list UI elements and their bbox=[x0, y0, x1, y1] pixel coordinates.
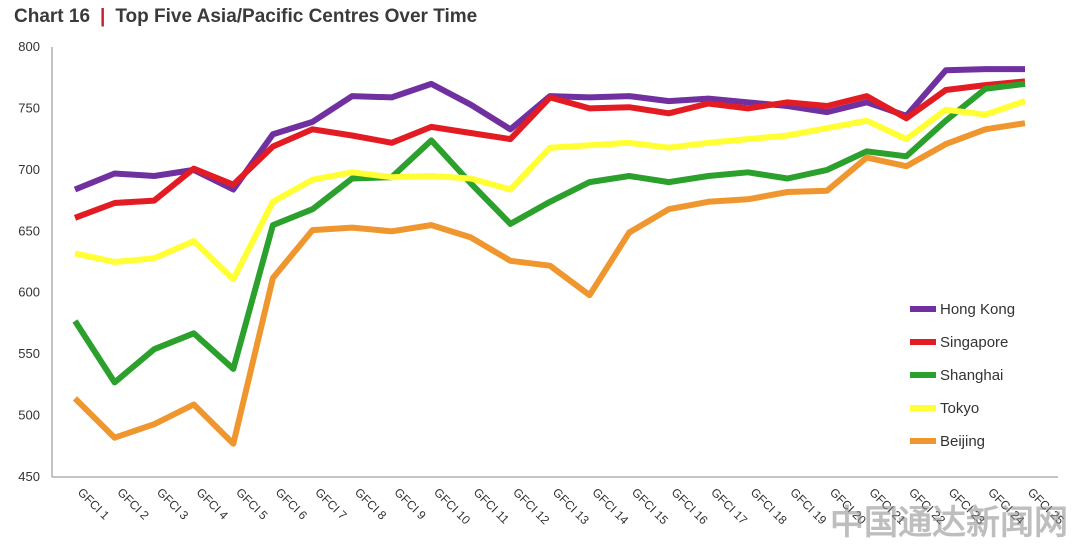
x-tick-label: GFCI 16 bbox=[669, 485, 711, 527]
chart-number: Chart 16 bbox=[14, 6, 91, 27]
x-tick-label: GFCI 6 bbox=[273, 485, 310, 522]
x-tick-label: GFCI 2 bbox=[114, 485, 151, 522]
series-line-tokyo bbox=[74, 98, 1026, 283]
x-tick-label: GFCI 17 bbox=[708, 485, 750, 527]
series-line-shanghai bbox=[72, 80, 1026, 386]
series-line-beijing bbox=[72, 120, 1026, 447]
x-tick-label: GFCI 11 bbox=[471, 485, 513, 527]
title-separator: | bbox=[100, 6, 106, 27]
legend-label: Beijing bbox=[940, 433, 985, 450]
y-tick-label: 800 bbox=[18, 39, 40, 54]
y-tick-label: 550 bbox=[18, 346, 40, 361]
y-tick-label: 750 bbox=[18, 100, 40, 115]
y-tick-label: 700 bbox=[18, 162, 40, 177]
y-tick-label: 500 bbox=[18, 408, 40, 423]
watermark-text: 中国通达新闻网 bbox=[830, 504, 1068, 542]
y-tick-label: 600 bbox=[18, 285, 40, 300]
x-tick-label: GFCI 4 bbox=[194, 485, 231, 522]
x-tick-label: GFCI 18 bbox=[748, 485, 790, 527]
x-tick-label: GFCI 9 bbox=[392, 485, 429, 522]
x-tick-label: GFCI 3 bbox=[154, 485, 191, 522]
x-tick-label: GFCI 14 bbox=[589, 485, 631, 527]
legend-label: Singapore bbox=[940, 334, 1008, 351]
legend-label: Tokyo bbox=[940, 400, 979, 417]
x-tick-label: GFCI 8 bbox=[352, 485, 389, 522]
legend-label: Hong Kong bbox=[940, 301, 1015, 318]
chart-legend: Hong Kong Singapore Shanghai Tokyo Beijing bbox=[910, 301, 1015, 450]
x-tick-label: GFCI 15 bbox=[629, 485, 671, 527]
x-tick-label: GFCI 12 bbox=[510, 485, 552, 527]
x-tick-label: GFCI 1 bbox=[75, 485, 112, 522]
x-tick-label: GFCI 5 bbox=[233, 485, 270, 522]
chart-series-lines bbox=[72, 66, 1026, 447]
x-tick-label: GFCI 10 bbox=[431, 485, 473, 527]
chart-header: Chart 16 | Top Five Asia/Pacific Centres O… bbox=[14, 6, 477, 28]
y-tick-label: 650 bbox=[18, 223, 40, 238]
series-line-singapore bbox=[73, 78, 1026, 221]
chart-title: Top Five Asia/Pacific Centres Over Time bbox=[115, 6, 478, 27]
x-tick-label: GFCI 13 bbox=[550, 485, 592, 527]
x-tick-label: GFCI 7 bbox=[312, 485, 349, 522]
chart-axes: 450 500 550 600 650 700 750 800 bbox=[18, 39, 1058, 484]
legend-label: Shanghai bbox=[940, 367, 1003, 384]
y-tick-label: 450 bbox=[18, 469, 40, 484]
x-tick-label: GFCI 19 bbox=[787, 485, 829, 527]
